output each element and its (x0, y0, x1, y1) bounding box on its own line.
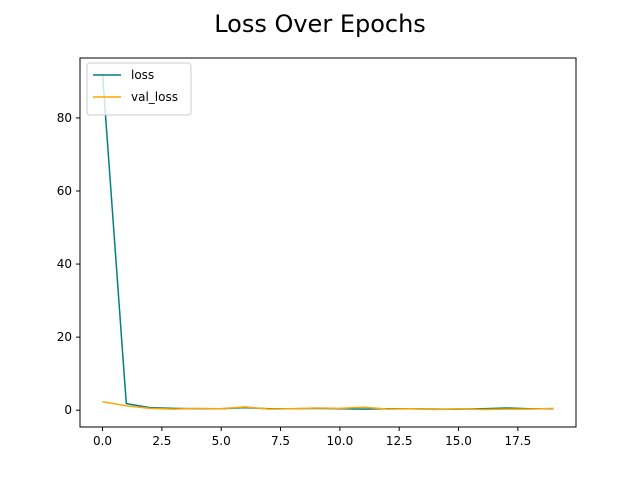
series-line-val-loss (102, 401, 554, 411)
x-tick-label: 2.5 (152, 434, 171, 448)
x-tick-label: 17.5 (504, 434, 531, 448)
x-tick-label: 12.5 (386, 434, 413, 448)
legend-box (86, 62, 192, 116)
x-tick-label: 10.0 (327, 434, 354, 448)
legend: loss val_loss (86, 62, 192, 116)
y-tick-label: 20 (57, 330, 72, 344)
x-tick-label: 5.0 (212, 434, 231, 448)
series-layer (101, 74, 554, 411)
plot-border (79, 57, 577, 428)
x-axis: 0.0 2.5 5.0 7.5 10.0 12.5 15.0 17.5 (93, 427, 531, 448)
y-tick-label: 0 (64, 403, 72, 417)
x-tick-label: 15.0 (445, 434, 472, 448)
x-tick-label: 0.0 (93, 434, 112, 448)
legend-label: val_loss (131, 90, 178, 104)
legend-label: loss (131, 68, 154, 82)
x-tick-label: 7.5 (271, 434, 290, 448)
y-axis: 0 20 40 60 80 (57, 111, 80, 417)
y-tick-label: 60 (57, 184, 72, 198)
plot-area (80, 58, 576, 427)
y-tick-label: 80 (57, 111, 72, 125)
y-tick-label: 40 (57, 257, 72, 271)
chart-title: Loss Over Epochs (214, 10, 426, 38)
